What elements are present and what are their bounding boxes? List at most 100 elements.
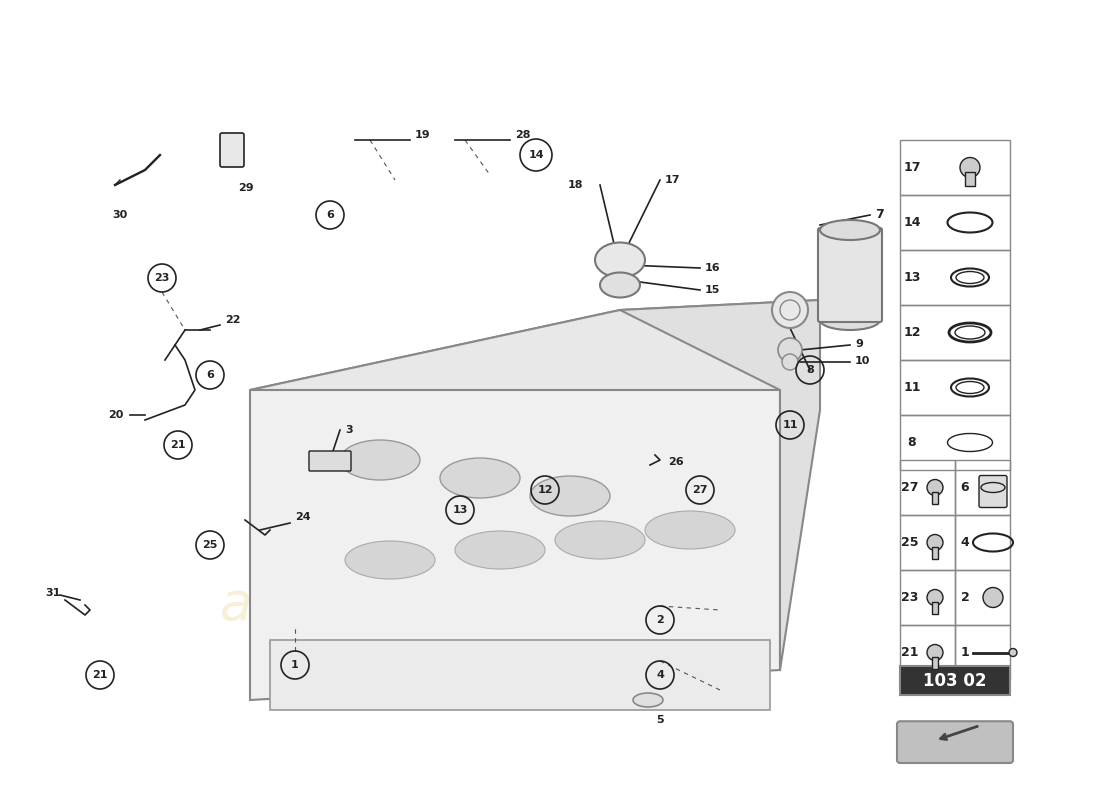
- Circle shape: [778, 338, 802, 362]
- Text: 12: 12: [903, 326, 921, 339]
- Text: 11: 11: [903, 381, 921, 394]
- Text: 8: 8: [806, 365, 814, 375]
- Text: 4: 4: [656, 670, 664, 680]
- Text: 21: 21: [901, 646, 918, 659]
- Text: 22: 22: [226, 315, 241, 325]
- Ellipse shape: [556, 521, 645, 559]
- Text: 16: 16: [705, 263, 720, 273]
- Bar: [955, 460, 1010, 515]
- Text: 1: 1: [292, 660, 299, 670]
- FancyBboxPatch shape: [932, 546, 938, 558]
- Circle shape: [983, 587, 1003, 607]
- Text: 27: 27: [692, 485, 707, 495]
- Ellipse shape: [530, 476, 610, 516]
- Text: 18: 18: [568, 180, 583, 190]
- Bar: [900, 570, 955, 625]
- Text: 9: 9: [855, 339, 862, 349]
- Text: 8: 8: [908, 436, 916, 449]
- Bar: [900, 515, 955, 570]
- Text: 13: 13: [903, 271, 921, 284]
- Text: 27: 27: [901, 481, 918, 494]
- Ellipse shape: [455, 531, 544, 569]
- FancyBboxPatch shape: [932, 657, 938, 669]
- Text: 23: 23: [154, 273, 169, 283]
- Text: 10: 10: [855, 356, 870, 366]
- Ellipse shape: [632, 693, 663, 707]
- FancyBboxPatch shape: [900, 666, 1010, 695]
- Bar: [900, 195, 1010, 250]
- Circle shape: [927, 479, 943, 495]
- Text: 12: 12: [537, 485, 552, 495]
- FancyBboxPatch shape: [965, 171, 975, 186]
- Text: 6: 6: [960, 481, 969, 494]
- Text: 25: 25: [901, 536, 918, 549]
- Bar: [955, 625, 1010, 680]
- Bar: [900, 415, 1010, 470]
- FancyBboxPatch shape: [818, 228, 882, 322]
- Ellipse shape: [981, 482, 1005, 493]
- Text: 3: 3: [345, 425, 353, 435]
- Text: 6: 6: [326, 210, 334, 220]
- Polygon shape: [250, 310, 780, 700]
- Bar: [900, 460, 955, 515]
- FancyBboxPatch shape: [220, 133, 244, 167]
- Ellipse shape: [600, 273, 640, 298]
- Text: 2: 2: [656, 615, 664, 625]
- Text: 6: 6: [206, 370, 213, 380]
- Circle shape: [772, 292, 808, 328]
- Circle shape: [927, 590, 943, 606]
- Text: 19: 19: [415, 130, 430, 140]
- Text: 17: 17: [666, 175, 681, 185]
- Ellipse shape: [595, 242, 645, 278]
- Text: 29: 29: [238, 183, 254, 193]
- FancyBboxPatch shape: [932, 602, 938, 614]
- Circle shape: [927, 534, 943, 550]
- Ellipse shape: [820, 220, 880, 240]
- Text: 15: 15: [705, 285, 720, 295]
- Bar: [900, 360, 1010, 415]
- Text: 103 02: 103 02: [923, 672, 987, 690]
- Text: 17: 17: [903, 161, 921, 174]
- Text: 24: 24: [295, 512, 310, 522]
- Text: 20: 20: [108, 410, 123, 420]
- FancyBboxPatch shape: [979, 475, 1006, 507]
- Text: 14: 14: [903, 216, 921, 229]
- Polygon shape: [250, 300, 820, 390]
- Text: 30: 30: [112, 210, 128, 220]
- FancyBboxPatch shape: [896, 722, 1013, 763]
- Text: 28: 28: [515, 130, 530, 140]
- FancyBboxPatch shape: [932, 491, 938, 503]
- Text: 13: 13: [452, 505, 468, 515]
- Ellipse shape: [820, 310, 880, 330]
- Text: since
1985: since 1985: [600, 326, 701, 408]
- Text: 21: 21: [92, 670, 108, 680]
- Text: 1: 1: [960, 646, 969, 659]
- Text: 21: 21: [170, 440, 186, 450]
- Ellipse shape: [345, 541, 434, 579]
- Bar: [955, 515, 1010, 570]
- Text: 26: 26: [668, 457, 683, 467]
- Text: 11: 11: [782, 420, 797, 430]
- Text: eurob: eurob: [350, 424, 679, 521]
- Text: 4: 4: [960, 536, 969, 549]
- Text: 31: 31: [45, 588, 60, 598]
- Text: 5: 5: [656, 715, 663, 725]
- Circle shape: [1009, 649, 1018, 657]
- Text: 25: 25: [202, 540, 218, 550]
- Text: 14: 14: [528, 150, 543, 160]
- Bar: [900, 250, 1010, 305]
- Ellipse shape: [645, 511, 735, 549]
- Text: a passion: a passion: [220, 579, 471, 631]
- Text: 23: 23: [901, 591, 918, 604]
- Ellipse shape: [440, 458, 520, 498]
- Text: 7: 7: [874, 209, 883, 222]
- FancyBboxPatch shape: [309, 451, 351, 471]
- Circle shape: [782, 354, 797, 370]
- Ellipse shape: [340, 440, 420, 480]
- Circle shape: [960, 158, 980, 178]
- Bar: [900, 305, 1010, 360]
- Bar: [900, 140, 1010, 195]
- Bar: [955, 570, 1010, 625]
- Polygon shape: [270, 640, 770, 710]
- Circle shape: [927, 645, 943, 661]
